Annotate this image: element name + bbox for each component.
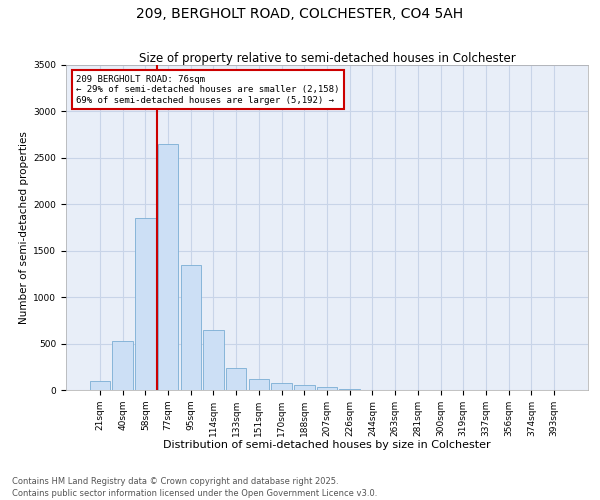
Bar (90, 380, 110, 390)
Text: 209, BERGHOLT ROAD, COLCHESTER, CO4 5AH: 209, BERGHOLT ROAD, COLCHESTER, CO4 5AH (136, 8, 464, 22)
Bar (271, 382, 292, 390)
Y-axis label: Number of semi-detached properties: Number of semi-detached properties (19, 131, 29, 324)
Text: Contains HM Land Registry data © Crown copyright and database right 2025.
Contai: Contains HM Land Registry data © Crown c… (12, 476, 377, 498)
Bar (226, 368, 247, 390)
Bar (112, 341, 133, 390)
Bar (135, 218, 155, 390)
Bar (203, 330, 224, 390)
Title: Size of property relative to semi-detached houses in Colchester: Size of property relative to semi-detach… (139, 52, 515, 65)
Bar (181, 264, 201, 390)
Bar (317, 387, 337, 390)
Bar (158, 144, 178, 390)
Bar (340, 389, 360, 390)
X-axis label: Distribution of semi-detached houses by size in Colchester: Distribution of semi-detached houses by … (163, 440, 491, 450)
Bar (294, 386, 314, 390)
Bar (248, 379, 269, 390)
Text: 209 BERGHOLT ROAD: 76sqm
← 29% of semi-detached houses are smaller (2,158)
69% o: 209 BERGHOLT ROAD: 76sqm ← 29% of semi-d… (76, 74, 340, 104)
